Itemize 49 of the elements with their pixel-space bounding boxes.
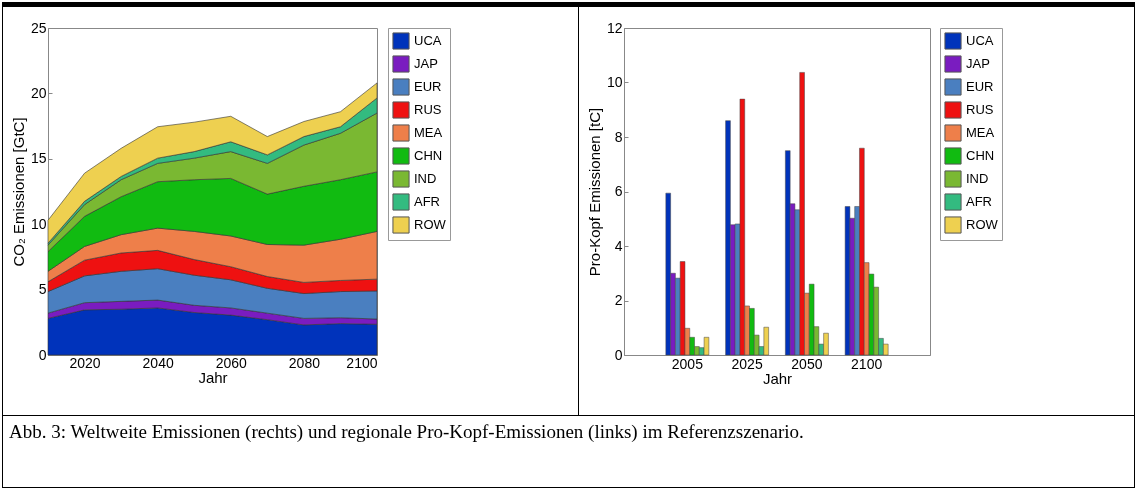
x-tick-label: 2060 <box>215 354 248 371</box>
legend-label: ROW <box>414 217 447 232</box>
caption: Abb. 3: Weltweite Emissionen (rechts) und regionale Pro-Kopf-Emissionen (links) im Referenzszenario. <box>8 420 805 444</box>
x-tick-label: 2100 <box>346 354 378 371</box>
legend-label: JAP <box>966 56 990 71</box>
legend-label: AFR <box>414 194 440 209</box>
x-tick-label: 2100 <box>851 355 883 372</box>
legend-label: CHN <box>414 148 443 163</box>
bar <box>703 337 710 356</box>
y-tick-label: 0 <box>38 346 47 363</box>
y-tick-label: 10 <box>30 215 47 232</box>
x-tick-label: 2005 <box>671 355 704 372</box>
legend-label: AFR <box>966 194 992 209</box>
legend-label: RUS <box>414 102 442 117</box>
legend-label: UCA <box>966 33 994 48</box>
y-tick-label: 25 <box>30 19 47 36</box>
x-axis-title: Jahr <box>762 369 793 387</box>
y-tick-label: 0 <box>614 346 623 363</box>
y-tick-label: 12 <box>606 19 623 36</box>
legend-label: CHN <box>966 148 995 163</box>
x-tick-label: 2040 <box>142 354 174 371</box>
legend-label: IND <box>414 171 437 186</box>
legend-label: JAP <box>414 56 438 71</box>
bar <box>725 120 731 356</box>
y-tick-label: 8 <box>614 128 623 145</box>
legend-label: MEA <box>966 125 995 140</box>
legend-label: MEA <box>414 125 443 140</box>
x-tick-label: 2020 <box>69 354 101 371</box>
legend-label: EUR <box>414 79 442 94</box>
legend-label: UCA <box>414 33 442 48</box>
legend-label: ROW <box>966 217 999 232</box>
y-axis-title: Pro-Kopf Emissionen [tC] <box>585 107 603 277</box>
y-tick-label: 4 <box>614 237 623 254</box>
x-tick-label: 2050 <box>791 355 823 372</box>
y-tick-label: 2 <box>614 292 623 308</box>
y-tick-label: 15 <box>30 150 47 167</box>
legend-label: IND <box>966 171 989 186</box>
x-tick-label: 2025 <box>731 355 763 372</box>
y-tick-label: 6 <box>614 183 623 199</box>
y-tick-label: 10 <box>606 74 623 90</box>
bar <box>679 261 686 356</box>
x-axis-title: Jahr <box>198 368 228 386</box>
y-tick-label: 20 <box>30 84 47 101</box>
y-tick-label: 5 <box>38 281 47 298</box>
legend-label: EUR <box>966 79 994 94</box>
legend-label: RUS <box>966 102 994 117</box>
bar <box>844 206 851 356</box>
y-axis-title: CO₂ Emissionen [GtC] <box>9 117 27 267</box>
x-tick-label: 2080 <box>288 354 321 371</box>
